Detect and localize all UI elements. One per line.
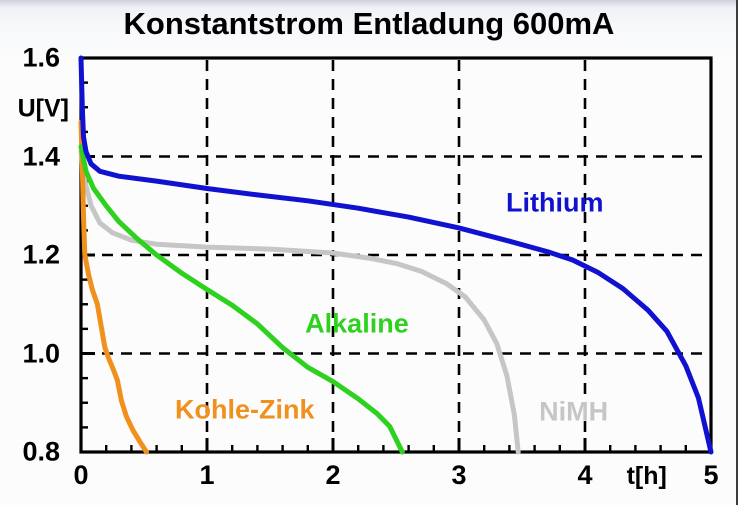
x-tick-label: 3 (451, 460, 467, 490)
series-kohle-zink (78, 119, 149, 455)
series-nimh (78, 149, 521, 455)
x-tick-label: 4 (577, 460, 593, 490)
series-label-alkaline: Alkaline (305, 308, 409, 339)
y-axis-unit-label: U[V] (17, 94, 69, 123)
chart-title: Konstantstrom Entladung 600mA (123, 6, 615, 41)
x-tick-label: 0 (73, 460, 89, 490)
plot-border (79, 56, 713, 454)
y-tick-label: 1.0 (22, 338, 60, 368)
y-tick-label: 1.2 (22, 239, 60, 270)
series-label-nimh: NiMH (539, 396, 609, 427)
series-alkaline (78, 144, 405, 455)
x-tick-label: 5 (703, 460, 719, 490)
y-tick-label: 1.4 (22, 141, 60, 171)
series-lithium (78, 55, 714, 455)
y-tick-label: 0.8 (22, 436, 60, 467)
x-tick-label: 1 (199, 460, 215, 490)
y-tick-label: 1.6 (22, 42, 60, 73)
series-label-kohle-zink: Kohle-Zink (175, 394, 315, 425)
x-tick-label: 2 (325, 460, 341, 490)
x-axis-unit-label: t[h] (626, 462, 667, 490)
series-label-lithium: Lithium (506, 187, 604, 218)
